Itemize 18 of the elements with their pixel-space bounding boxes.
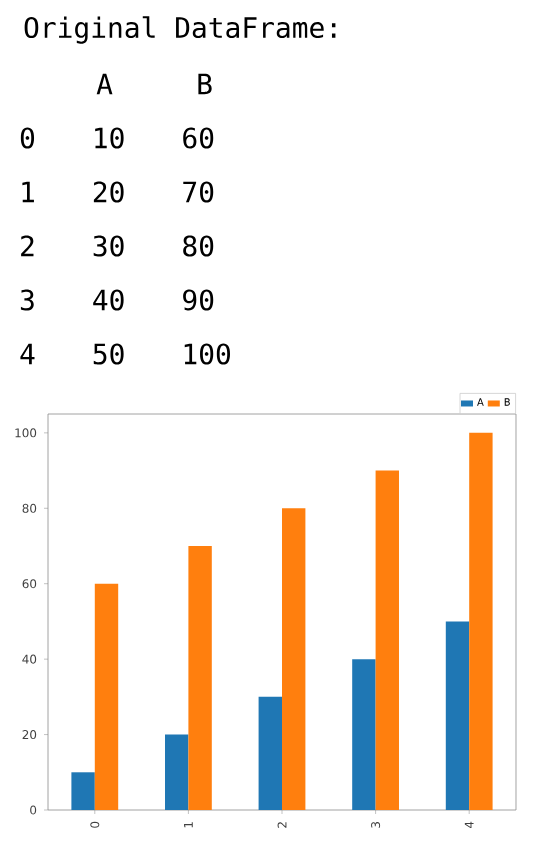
bar	[282, 508, 306, 810]
bar	[188, 546, 212, 810]
text: Original DataFrame:	[24, 16, 336, 44]
bar	[445, 621, 470, 810]
text: 2 30 80	[21, 235, 214, 257]
bar	[469, 432, 493, 810]
bar	[94, 583, 119, 810]
text: 0 10 60	[20, 127, 214, 149]
bar	[352, 659, 376, 810]
bar	[165, 734, 189, 810]
text: 4 50 100	[20, 343, 231, 365]
bar	[71, 772, 95, 810]
bar	[258, 696, 282, 810]
text: 3 40 90	[20, 289, 214, 311]
text: B	[198, 73, 212, 95]
text: A	[96, 73, 113, 95]
text: 1 20 70	[22, 181, 214, 203]
bar	[375, 470, 399, 810]
